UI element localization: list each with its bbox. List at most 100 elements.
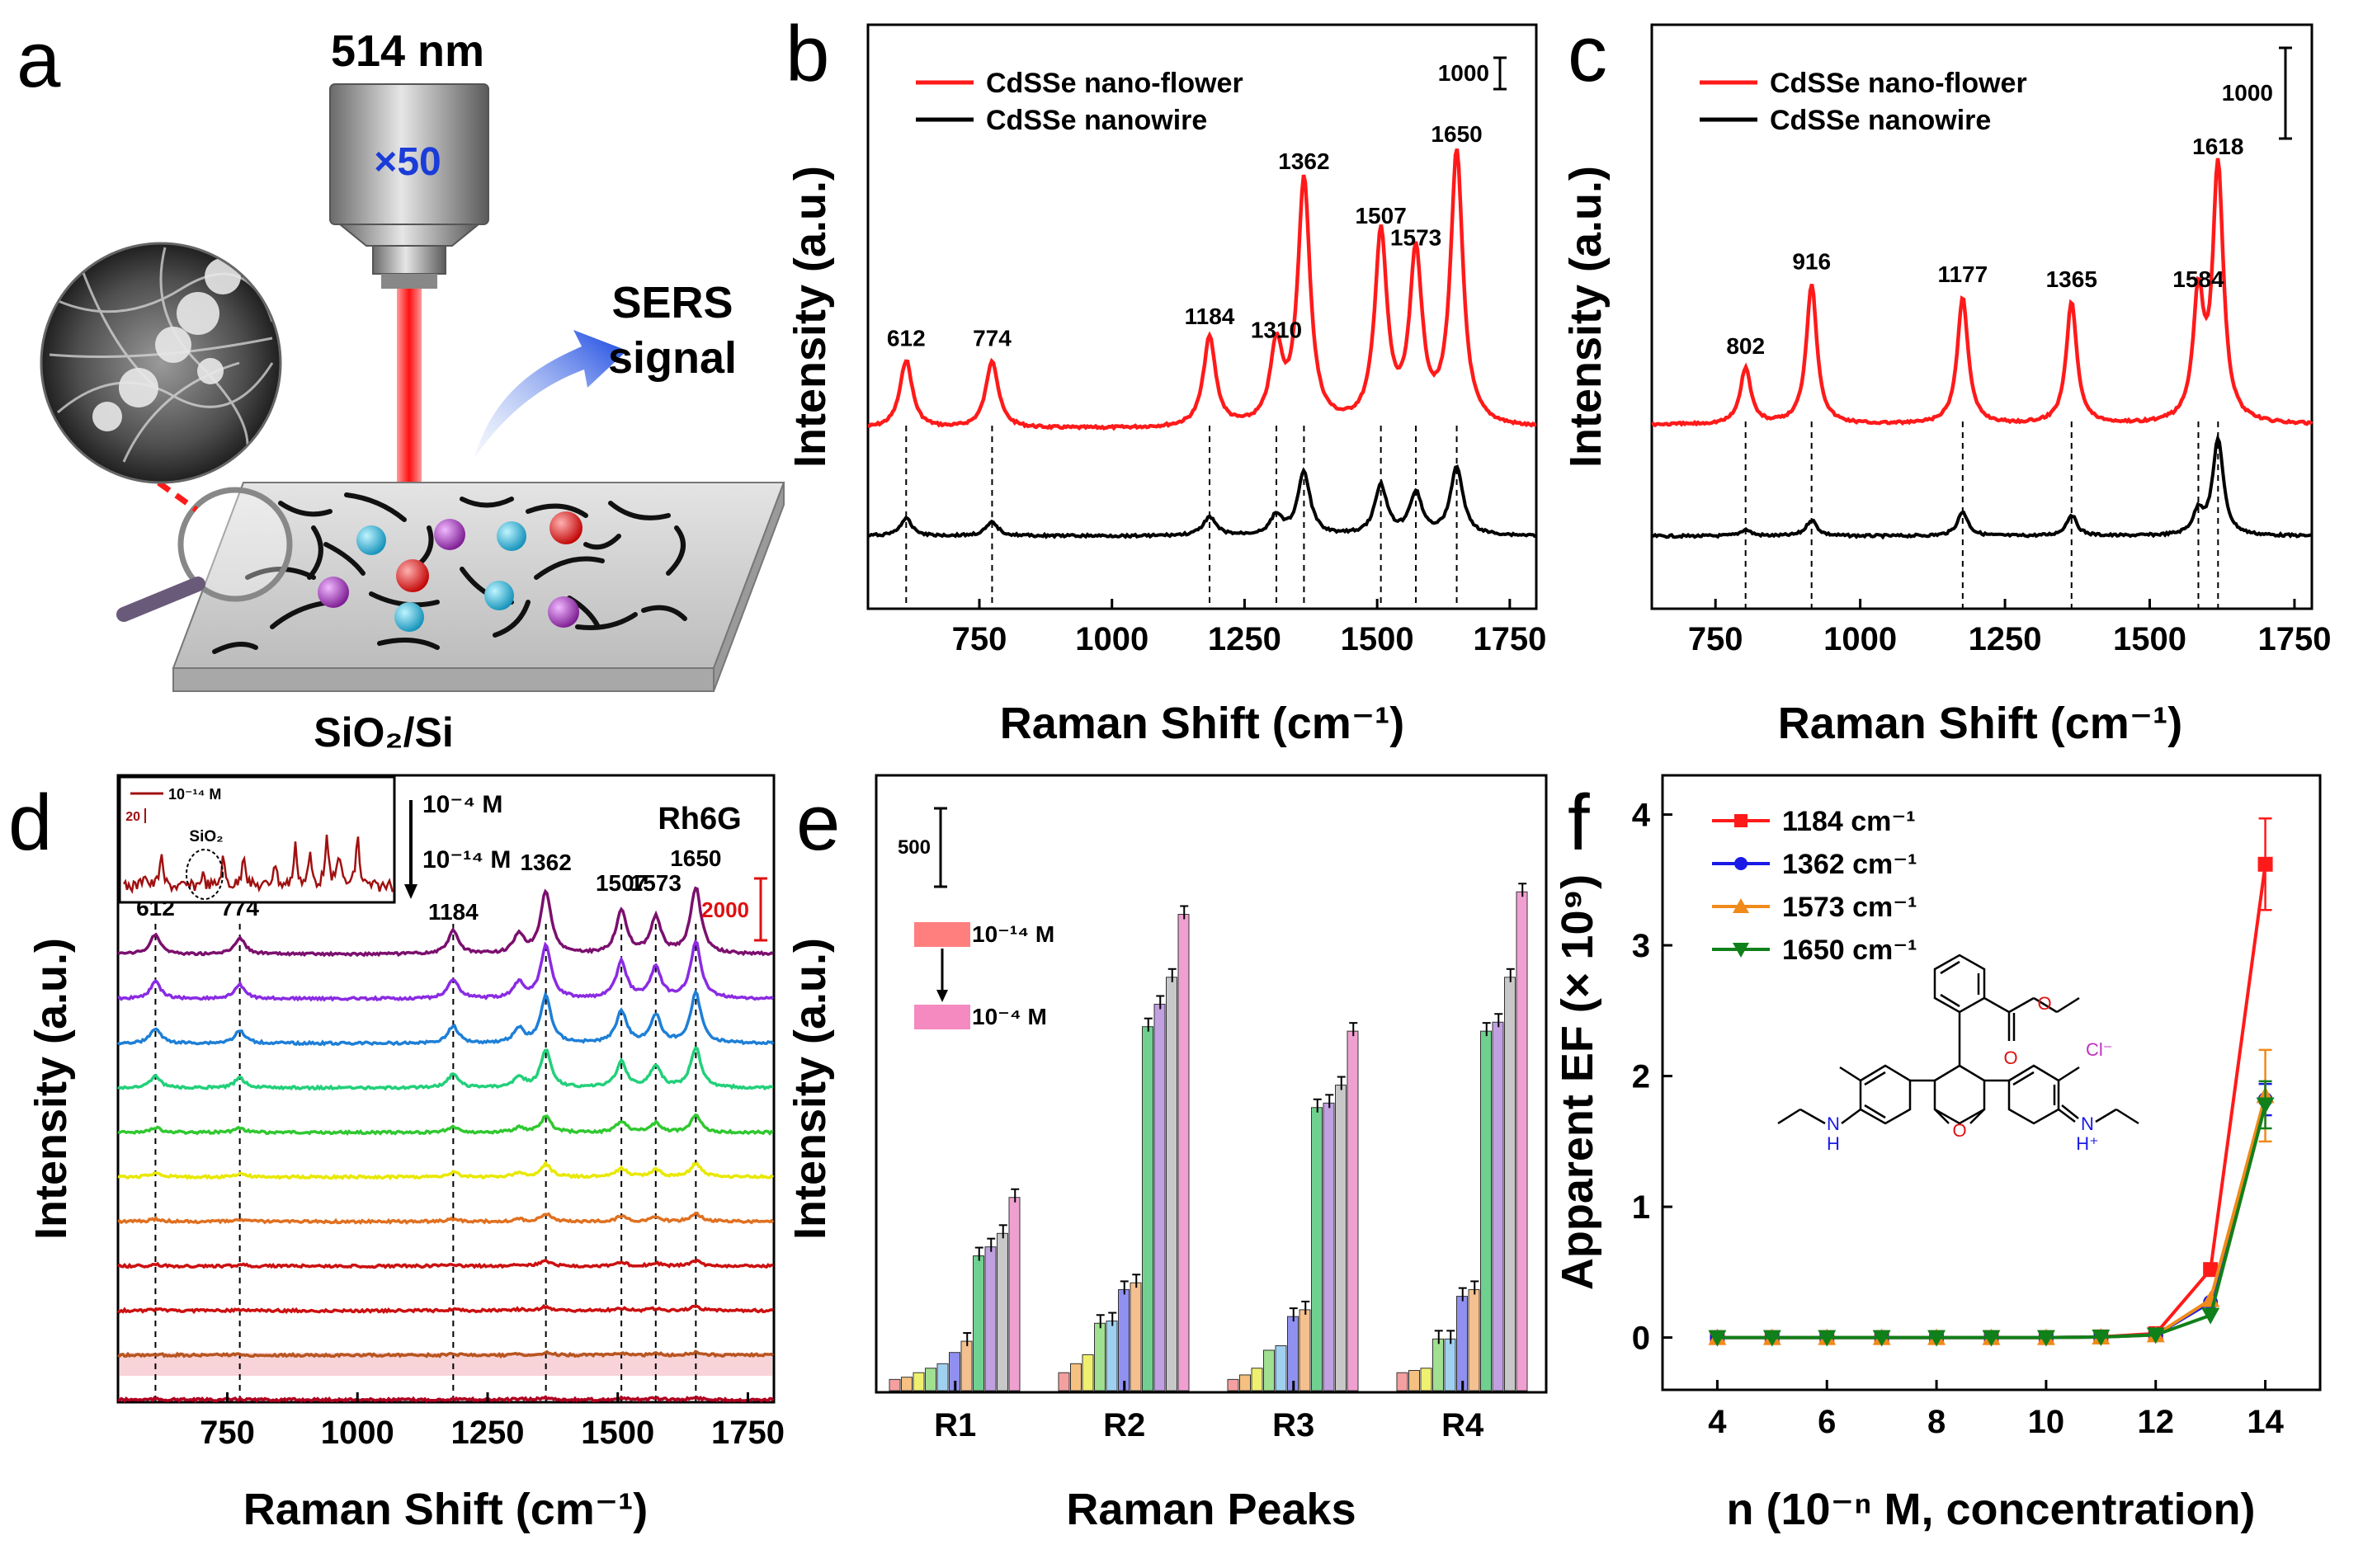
bar	[913, 1372, 925, 1391]
x-tick-label: R2	[1103, 1407, 1145, 1443]
analyte-label: Rh6G	[658, 802, 741, 836]
x-axis-title-f: n (10⁻ⁿ M, concentration)	[1727, 1485, 2256, 1534]
bar	[984, 1246, 997, 1391]
analyte-purple-ball	[548, 596, 579, 628]
bar	[1396, 1372, 1408, 1391]
data-point	[2257, 856, 2273, 872]
y-axis-title-e: Intensity (a.u.)	[785, 938, 835, 1240]
panel-c: c 802 916 1177 1365 1584 1618 750 1000 1250 1500…	[1561, 10, 2331, 748]
x-tick-label: 8	[1927, 1404, 1946, 1440]
legend-label-low: 10⁻¹⁴ M	[972, 921, 1054, 947]
inset-d: 10⁻¹⁴ M 20 SiO₂	[118, 775, 396, 904]
molecule-amine-h: H	[1827, 1133, 1840, 1154]
bar	[1130, 1282, 1142, 1391]
data-point	[2146, 1327, 2165, 1344]
x-tick-label: R3	[1272, 1407, 1314, 1443]
data-point	[1762, 1330, 1781, 1347]
panel-label-a: a	[17, 16, 61, 104]
analyte-red-ball	[396, 559, 429, 592]
bar	[1094, 1322, 1106, 1391]
x-axis-d: 750 1000 1250 1500 1750	[200, 1392, 785, 1451]
x-tick-label: 1000	[321, 1415, 394, 1451]
analyte-purple-ball	[434, 519, 465, 550]
spectrum-trace	[117, 1349, 775, 1359]
peak-label: 1177	[1937, 261, 1988, 287]
y-tick-label: 4	[1632, 798, 1651, 834]
bar	[1456, 1296, 1468, 1391]
peak-label: 1362	[520, 850, 571, 875]
bar	[1177, 914, 1190, 1391]
legend-swatch-low	[914, 922, 970, 947]
bar	[997, 1232, 1008, 1391]
bar	[1008, 1197, 1021, 1391]
data-point	[2092, 1329, 2111, 1346]
x-tick-label: 1500	[2113, 621, 2186, 657]
analyte-red-ball	[549, 511, 582, 544]
magnifier-icon	[116, 487, 293, 622]
scale-bar-label-e: 500	[898, 836, 931, 859]
peak-label: 1584	[2172, 266, 2224, 292]
spectrum-trace	[116, 1046, 773, 1091]
peak-label: 612	[887, 326, 926, 351]
rh6g-molecule-structure	[1777, 954, 2139, 1125]
legend-label: 1184 cm⁻¹	[1782, 806, 1916, 837]
peak-label: 1618	[2192, 134, 2243, 159]
molecule-amine-n: N	[1827, 1114, 1840, 1134]
panel-a: a 514 nm ×50	[17, 16, 785, 756]
plot-frame-f	[1661, 774, 2322, 1391]
x-tick-label: 1000	[1075, 621, 1148, 657]
peak-label: 1184	[428, 899, 479, 925]
x-tick-label: 1250	[450, 1415, 524, 1451]
peak-label: 1573	[630, 870, 682, 896]
molecule-ring-o: O	[1952, 1120, 1966, 1141]
x-tick-label: 6	[1818, 1404, 1836, 1440]
x-axis-c: 750 1000 1250 1500 1750	[1688, 599, 2331, 657]
bar	[1468, 1288, 1480, 1391]
data-point	[1872, 1330, 1891, 1347]
signal-label: signal	[608, 333, 737, 383]
x-axis-title-c: Raman Shift (cm⁻¹)	[1778, 699, 2183, 748]
bar	[1070, 1363, 1082, 1391]
peak-label: 1650	[670, 845, 721, 871]
x-tick-label: 750	[1688, 621, 1743, 657]
spectrum-trace	[117, 1395, 775, 1404]
panel-label-d: d	[8, 779, 52, 867]
bar	[1347, 1030, 1359, 1391]
molecule-chloride: Cl⁻	[2086, 1039, 2112, 1060]
panel-label-e: e	[796, 779, 840, 867]
spectrum-nano-flower	[1651, 158, 2313, 428]
peak-label: 1573	[1390, 224, 1441, 250]
data-point	[2256, 1097, 2275, 1114]
x-axis-b: 750 1000 1250 1500 1750	[952, 599, 1546, 657]
substrate-slab	[172, 482, 785, 692]
sers-label: SERS	[611, 278, 733, 327]
scale-bar-label-d: 2000	[701, 897, 749, 922]
signal-arrow-icon	[474, 330, 627, 458]
sio2-highlight	[186, 849, 224, 900]
legend-label-wire: CdSSe nanowire	[986, 105, 1207, 136]
spectrum-trace	[117, 886, 774, 958]
bar	[1106, 1321, 1118, 1391]
data-point	[1734, 814, 1747, 827]
y-axis-title-b: Intensity (a.u.)	[785, 166, 835, 468]
spectrum-nanowire	[1651, 433, 2313, 540]
peak-label: 802	[1726, 333, 1765, 359]
data-point	[1708, 1330, 1727, 1347]
data-point	[1927, 1330, 1946, 1347]
y-tick-label: 1	[1632, 1189, 1650, 1226]
legend-label: 1573 cm⁻¹	[1782, 892, 1917, 923]
bar	[925, 1368, 936, 1391]
bar	[1251, 1368, 1263, 1391]
data-point	[2201, 1307, 2220, 1325]
plot-frame-b	[866, 23, 1538, 610]
scale-bar-label-b: 1000	[1438, 60, 1489, 86]
objective-magnification: ×50	[374, 140, 441, 184]
analyte-cyan-ball	[497, 521, 526, 551]
spectrum-trace	[117, 939, 775, 1002]
